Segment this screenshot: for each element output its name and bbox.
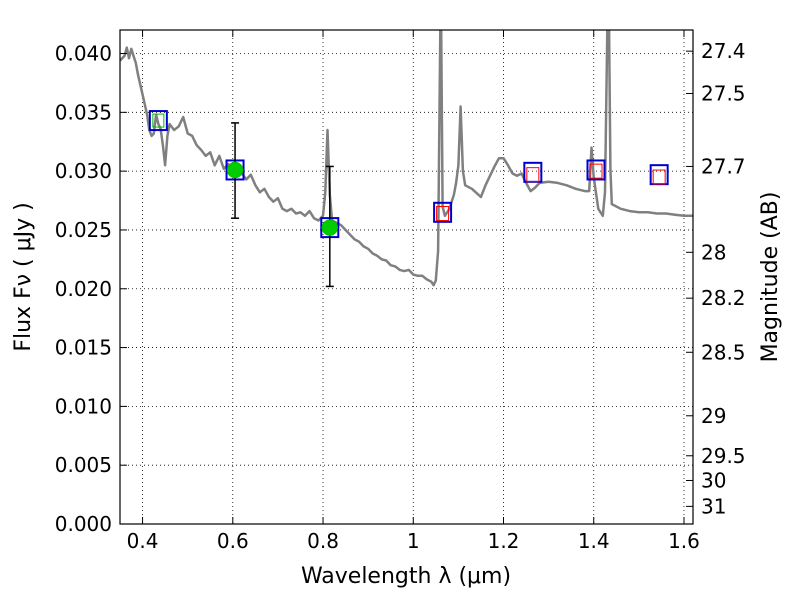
x-tick-label: 1.4 [578, 529, 610, 553]
upper-limit-marker [652, 169, 666, 185]
model-photometry-marker [148, 110, 168, 132]
mag-tick-label: 28 [701, 240, 726, 264]
mag-tick-label: 27.5 [701, 82, 746, 106]
mag-tick-label: 28.5 [701, 340, 746, 364]
x-tick-label: 0.8 [307, 529, 339, 553]
model-photometry-marker [433, 201, 453, 223]
plot-area [120, 30, 693, 524]
x-tick-label: 1 [407, 529, 420, 553]
first-band-marker [152, 113, 165, 128]
y-tick-label: 0.020 [55, 277, 112, 301]
y-tick-label: 0.010 [55, 394, 112, 418]
y-tick-label: 0.040 [55, 42, 112, 66]
y-tick-label: 0.035 [55, 100, 112, 124]
x-tick-label: 1.2 [488, 529, 520, 553]
mag-tick-label: 31 [701, 494, 726, 518]
observed-point [226, 161, 244, 179]
mag-tick-label: 28.2 [701, 286, 746, 310]
y-tick-label: 0.025 [55, 218, 112, 242]
y-tick-label: 0.015 [55, 336, 112, 360]
x-tick-label: 0.4 [127, 529, 159, 553]
upper-limit-marker [436, 205, 450, 221]
ticks-layer: 0.4 0.6 0.8 1 1.2 1.4 1.6 0.000 0.005 0.010 0.015 0… [55, 30, 746, 553]
x-axis-title: Wavelength λ (μm) [301, 564, 511, 589]
series-layer [120, 30, 693, 288]
upper-limit-marker [526, 167, 540, 183]
mag-tick-label: 27.7 [701, 154, 746, 178]
upper-limit-marker [589, 163, 603, 179]
y-axis-title-right: Magnitude (AB) [758, 192, 783, 363]
y-tick-label: 0.000 [55, 512, 112, 536]
observed-point [321, 219, 339, 236]
x-tick-label: 0.6 [217, 529, 249, 553]
plot-frame [119, 29, 694, 525]
y-tick-label: 0.005 [55, 453, 112, 477]
spectrum-line [120, 30, 693, 287]
model-photometry-marker [586, 159, 606, 181]
y-tick-label: 0.030 [55, 159, 112, 183]
y-axis-title-left: Flux Fν ( μJy ) [11, 202, 36, 351]
x-tick-label: 1.6 [668, 529, 700, 553]
mag-tick-label: 29 [701, 404, 726, 428]
mag-tick-label: 30 [701, 468, 726, 492]
mag-tick-label: 27.4 [701, 39, 746, 63]
mag-tick-label: 29.5 [701, 444, 746, 468]
